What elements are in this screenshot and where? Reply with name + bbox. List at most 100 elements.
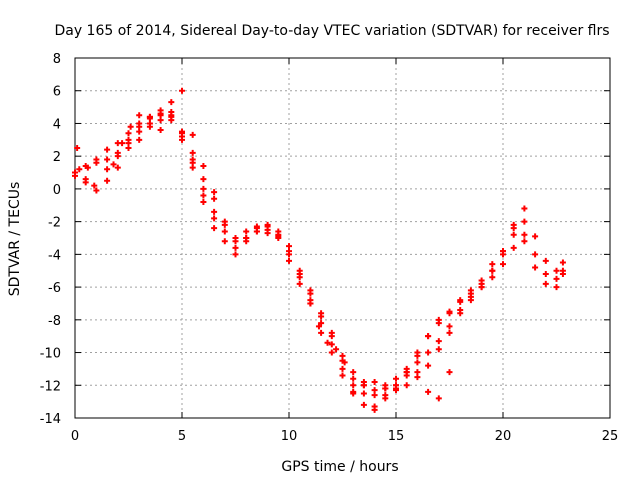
data-point (104, 177, 111, 184)
data-point (243, 235, 250, 241)
data-point (371, 379, 378, 385)
data-point (232, 244, 239, 251)
data-point (532, 251, 539, 258)
data-point (125, 136, 132, 143)
data-point (425, 333, 432, 340)
data-point (146, 123, 153, 130)
y-tick-label: -8 (48, 314, 61, 329)
data-point (74, 145, 81, 151)
data-point (542, 271, 549, 277)
data-point (168, 113, 175, 120)
data-point (221, 218, 228, 225)
data-point (382, 385, 389, 392)
y-tick-label: 4 (53, 117, 61, 132)
data-point (414, 369, 421, 376)
data-point (446, 323, 453, 330)
data-point (104, 146, 111, 153)
data-point (76, 166, 83, 173)
data-point (82, 163, 89, 169)
y-tick-label: -4 (48, 248, 61, 263)
data-point (264, 226, 271, 233)
data-point (489, 267, 496, 274)
data-point (425, 388, 432, 395)
data-point (110, 161, 117, 168)
data-point (211, 208, 218, 215)
series-track-2 (76, 109, 566, 410)
data-point (211, 189, 218, 196)
x-tick-label: 25 (602, 429, 619, 444)
data-point (553, 267, 560, 274)
data-point (82, 179, 89, 186)
data-point (200, 163, 207, 169)
data-point (307, 300, 314, 307)
data-point (350, 388, 357, 395)
data-point (179, 87, 185, 94)
y-tick-label: -12 (40, 379, 61, 394)
axis-ticks: 0 5 10 15 20 25 -14 -12 -10 -8 -6 -4 -2 0 2 4 6 8 (40, 52, 619, 444)
data-point (414, 352, 421, 359)
data-point (559, 259, 566, 266)
data-point (93, 156, 100, 163)
data-point (371, 387, 378, 394)
data-point (318, 310, 325, 317)
data-point (328, 329, 335, 336)
data-point (532, 233, 539, 240)
data-points (72, 87, 566, 413)
x-tick-label: 15 (388, 429, 405, 444)
data-point (350, 369, 357, 376)
data-point (136, 112, 143, 119)
data-point (553, 275, 560, 282)
data-point (328, 349, 335, 356)
data-point (125, 145, 132, 151)
data-point (350, 375, 357, 382)
data-point (104, 166, 111, 173)
data-point (446, 329, 453, 336)
data-point (275, 233, 282, 240)
data-point (489, 274, 496, 281)
data-point (341, 359, 348, 366)
data-point (136, 123, 143, 130)
data-point (200, 199, 207, 205)
data-point (179, 136, 185, 143)
data-point (446, 369, 453, 376)
data-point (146, 113, 153, 120)
y-tick-label: 6 (53, 85, 61, 100)
y-tick-label: 8 (53, 52, 61, 67)
data-point (339, 372, 346, 379)
data-point (435, 338, 442, 345)
data-point (125, 130, 132, 137)
series-track-5 (110, 87, 218, 196)
data-point (232, 238, 239, 245)
data-point (243, 228, 250, 235)
data-point (136, 136, 143, 143)
data-point (500, 261, 506, 268)
data-point (221, 238, 228, 245)
data-point (360, 401, 367, 408)
data-point (221, 228, 228, 235)
data-point (296, 280, 303, 287)
plot-frame (74, 57, 611, 419)
data-point (521, 231, 528, 238)
data-point (360, 379, 367, 385)
data-point (559, 271, 566, 277)
data-point (72, 172, 78, 179)
y-tick-label: -6 (48, 281, 61, 296)
data-point (360, 390, 367, 397)
data-point (446, 310, 453, 317)
data-point (189, 149, 196, 156)
data-point (211, 215, 218, 222)
y-axis-label: SDTVAR / TECUs (7, 182, 23, 297)
data-point (339, 365, 346, 372)
data-point (179, 130, 185, 137)
data-point (307, 290, 314, 297)
data-point (157, 107, 164, 114)
data-point (200, 192, 207, 199)
y-tick-label: -14 (40, 412, 61, 427)
x-tick-label: 0 (71, 429, 79, 444)
data-point (425, 362, 432, 369)
data-point (435, 395, 442, 402)
data-point (324, 339, 331, 346)
x-tick-label: 10 (281, 429, 298, 444)
data-point (189, 131, 196, 138)
data-point (403, 382, 410, 389)
